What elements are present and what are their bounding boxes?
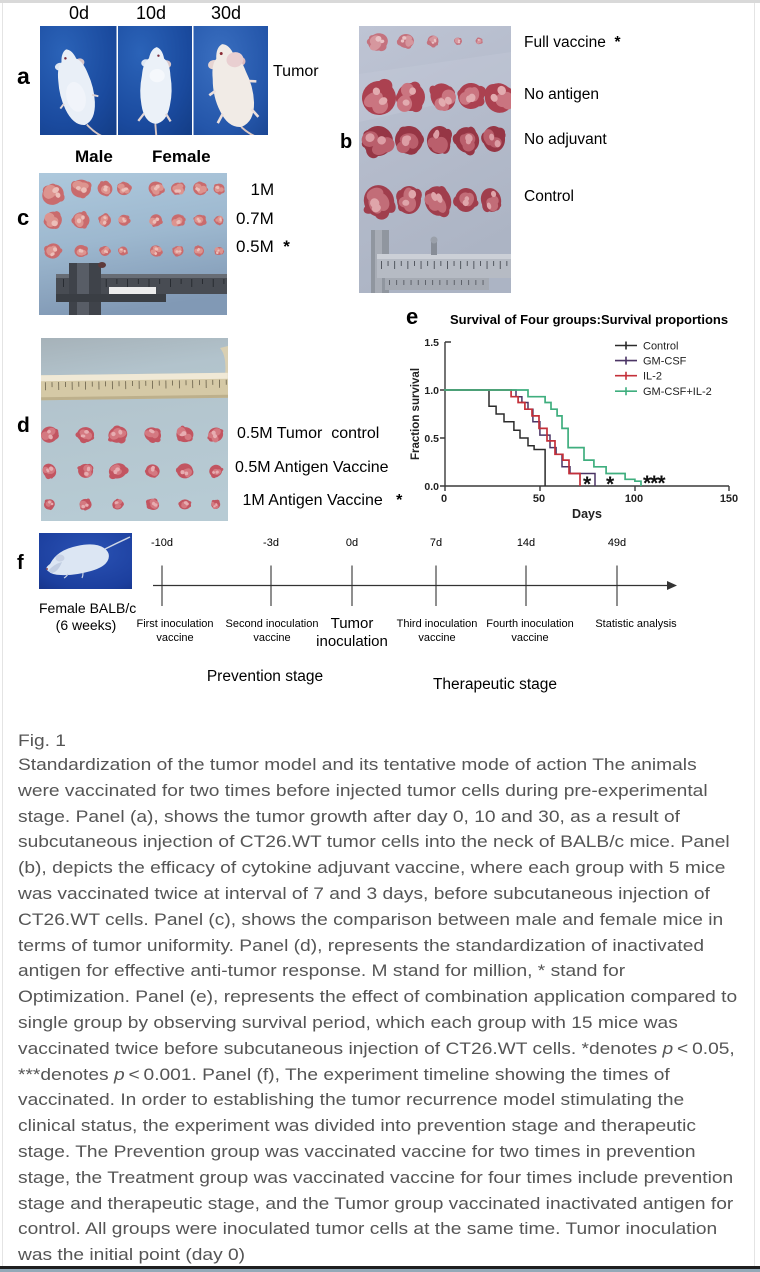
svg-text:Fraction survival: Fraction survival [410,368,422,460]
svg-text:100: 100 [625,493,643,505]
svg-text:Control: Control [643,341,678,353]
svg-text:***: *** [643,472,666,495]
svg-text:1.5: 1.5 [424,337,439,349]
svg-text:0.0: 0.0 [424,481,439,493]
svg-text:0: 0 [441,493,447,505]
svg-text:IL-2: IL-2 [643,371,662,383]
svg-text:*: * [583,473,592,496]
svg-text:*: * [606,473,615,496]
svg-text:GM-CSF: GM-CSF [643,356,687,368]
svg-text:1.0: 1.0 [424,385,439,397]
svg-text:150: 150 [720,493,738,505]
svg-text:0.5: 0.5 [424,433,439,445]
svg-text:GM-CSF+IL-2: GM-CSF+IL-2 [643,386,712,398]
svg-text:Days: Days [572,507,602,521]
svg-text:50: 50 [533,493,545,505]
